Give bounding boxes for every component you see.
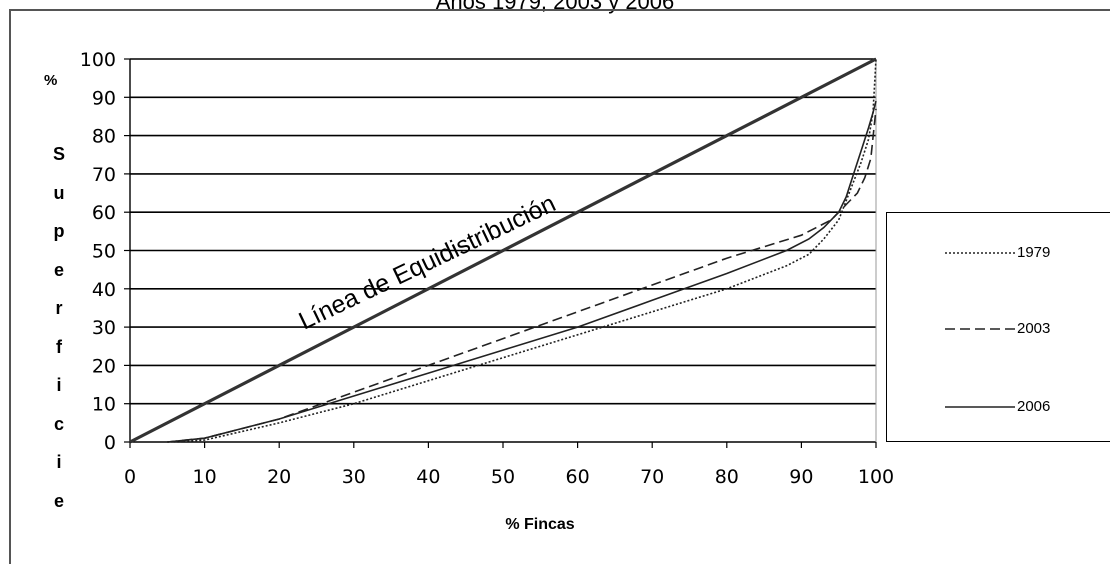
y-tick-label: 60 — [92, 202, 116, 224]
y-tick-label: 30 — [92, 317, 116, 339]
legend-swatch-dotted — [945, 252, 1015, 254]
y-tick-label: 100 — [80, 49, 116, 71]
legend-label: 2006 — [1017, 398, 1051, 415]
x-tick-label: 80 — [715, 466, 739, 488]
y-tick-label: 70 — [92, 164, 116, 186]
legend-swatch-dashed — [945, 328, 1015, 330]
chart-frame — [9, 9, 1110, 564]
legend-item-2006: 2006 — [887, 397, 1110, 417]
y-tick-label: 20 — [92, 355, 116, 377]
x-tick-label: 0 — [124, 466, 136, 488]
legend: 1979 2003 2006 — [886, 212, 1110, 442]
x-tick-label: 70 — [640, 466, 664, 488]
x-tick-label: 40 — [416, 466, 440, 488]
series-line-2006 — [167, 100, 877, 443]
y-tick-label: 80 — [92, 126, 116, 148]
y-axis-label-percent: % — [44, 72, 58, 89]
legend-label: 2003 — [1017, 320, 1051, 337]
x-axis-label: % Fincas — [505, 516, 575, 533]
x-tick-label: 10 — [193, 466, 217, 488]
legend-item-1979: 1979 — [887, 243, 1110, 263]
y-tick-label: 50 — [92, 241, 116, 263]
equidistribution-annotation: Línea de Equidistribución — [295, 189, 560, 335]
legend-swatch-solid — [945, 406, 1015, 408]
x-tick-label: 30 — [342, 466, 366, 488]
equidistribution-line — [129, 57, 877, 444]
legend-label: 1979 — [1017, 244, 1051, 261]
x-tick-label: 60 — [566, 466, 590, 488]
y-tick-label: 90 — [92, 87, 116, 109]
x-tick-label: 100 — [858, 466, 894, 488]
series-line-2003 — [167, 108, 877, 443]
x-tick-label: 20 — [267, 466, 291, 488]
x-tick-label: 90 — [789, 466, 813, 488]
y-axis-label: S u p e r f i c i e — [52, 144, 65, 511]
y-tick-label: 0 — [104, 432, 116, 454]
legend-item-2003: 2003 — [887, 319, 1110, 339]
series-line-1979 — [167, 58, 877, 443]
x-tick-label: 50 — [491, 466, 515, 488]
y-tick-label: 10 — [92, 394, 116, 416]
y-tick-label: 40 — [92, 279, 116, 301]
